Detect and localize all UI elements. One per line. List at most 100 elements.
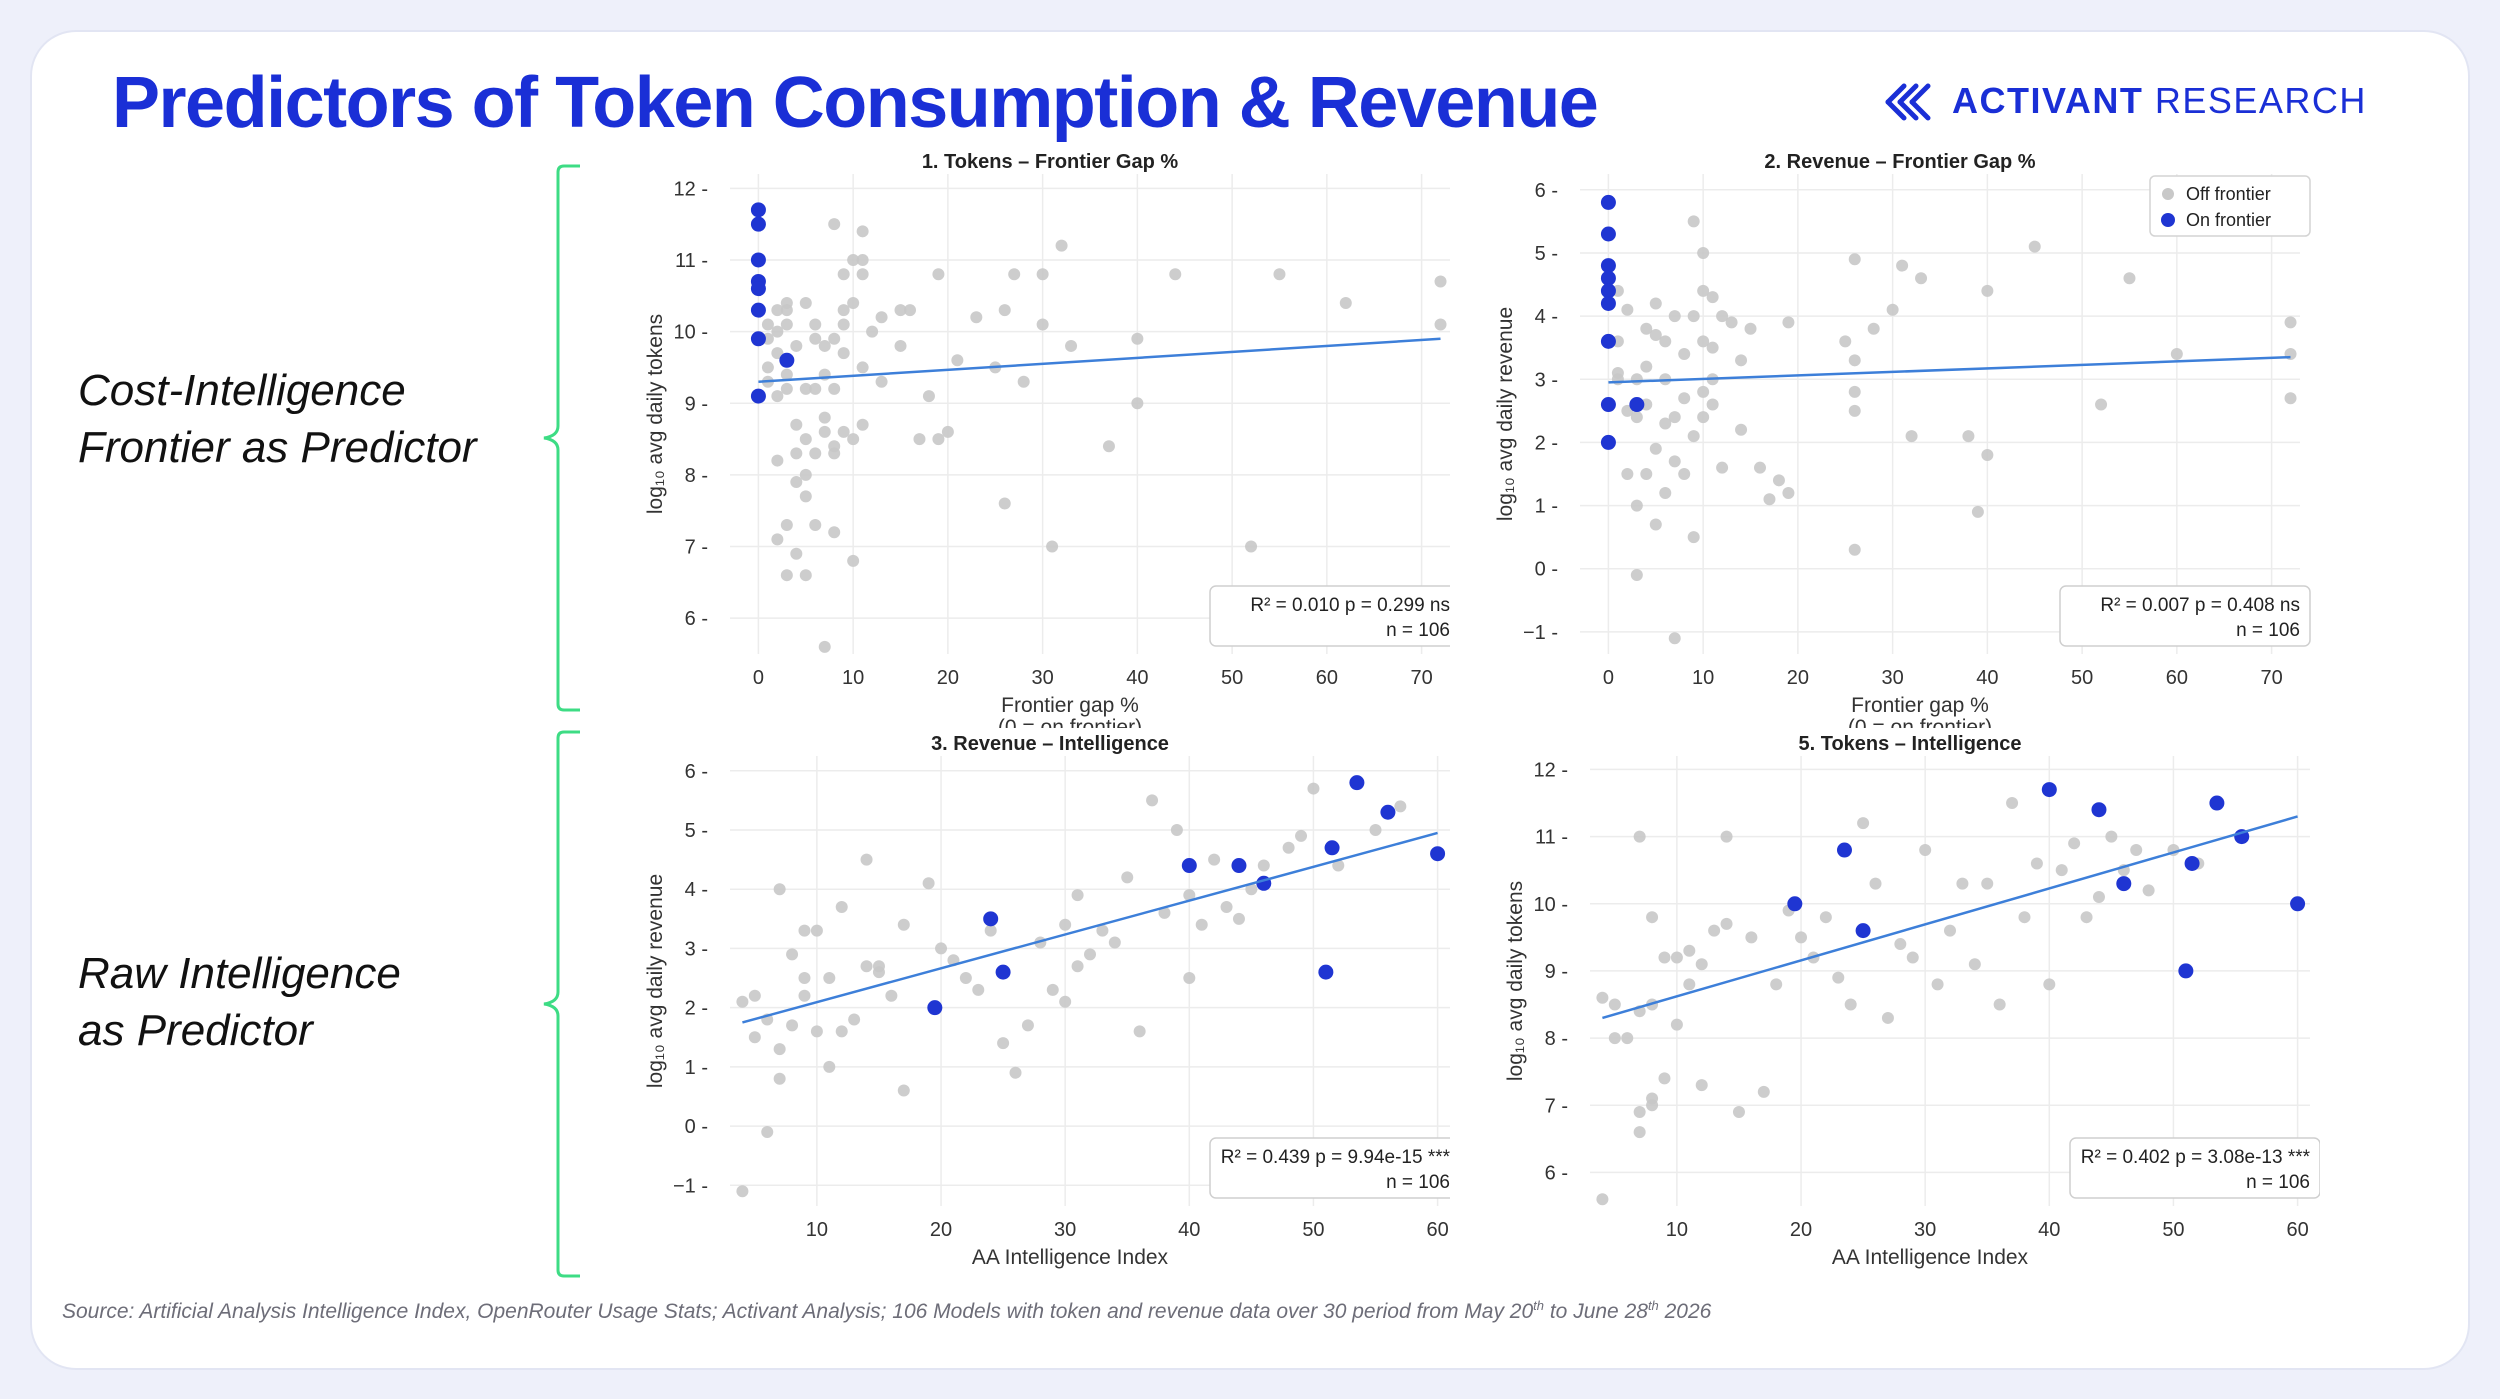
point-off-frontier	[1706, 341, 1719, 354]
point-off-frontier	[875, 375, 888, 388]
point-off-frontier	[835, 900, 848, 913]
point-off-frontier	[790, 447, 803, 460]
point-off-frontier	[1993, 998, 2006, 1011]
point-off-frontier	[1649, 297, 1662, 310]
point-off-frontier	[798, 924, 811, 937]
section-label-line1: Raw Intelligence	[78, 949, 401, 998]
point-off-frontier	[1668, 411, 1681, 424]
chart-title: 3. Revenue – Intelligence	[931, 733, 1169, 755]
point-off-frontier	[828, 382, 841, 395]
point-off-frontier	[1036, 268, 1049, 281]
point-off-frontier	[1046, 540, 1059, 553]
point-off-frontier	[773, 1043, 786, 1056]
point-off-frontier	[1295, 829, 1308, 842]
point-on-frontier	[2178, 963, 2194, 979]
point-off-frontier	[1697, 284, 1710, 297]
point-off-frontier	[970, 311, 983, 324]
point-off-frontier	[894, 339, 907, 352]
legend-label-off: Off frontier	[2186, 184, 2271, 204]
point-off-frontier	[1919, 844, 1932, 857]
y-axis-label: log₁₀ avg daily tokens	[1504, 881, 1527, 1081]
point-off-frontier	[1695, 958, 1708, 971]
point-off-frontier	[1055, 239, 1068, 252]
point-off-frontier	[790, 547, 803, 560]
point-off-frontier	[1017, 375, 1030, 388]
point-on-frontier	[750, 302, 766, 318]
y-tick-label: 1 -	[685, 1057, 708, 1079]
point-off-frontier	[1621, 303, 1634, 316]
point-off-frontier	[1036, 318, 1049, 331]
point-off-frontier	[997, 1037, 1010, 1050]
point-on-frontier	[1855, 923, 1871, 939]
point-on-frontier	[927, 1000, 943, 1016]
point-off-frontier	[1971, 505, 1984, 518]
point-off-frontier	[1687, 310, 1700, 323]
y-tick-label: 0 -	[685, 1116, 708, 1138]
point-off-frontier	[856, 418, 869, 431]
page-title: Predictors of Token Consumption & Revenu…	[112, 63, 1599, 143]
point-off-frontier	[1832, 971, 1845, 984]
point-on-frontier	[1231, 858, 1247, 874]
point-on-frontier	[1380, 804, 1396, 820]
point-on-frontier	[750, 216, 766, 232]
point-off-frontier	[1596, 991, 1609, 1004]
y-axis-label: log₁₀ avg daily revenue	[644, 874, 667, 1088]
point-off-frontier	[736, 995, 749, 1008]
point-off-frontier	[1725, 316, 1738, 329]
point-off-frontier	[1745, 931, 1758, 944]
point-off-frontier	[818, 425, 831, 438]
x-tick-label: 30	[1032, 667, 1054, 689]
point-off-frontier	[894, 304, 907, 317]
point-off-frontier	[771, 454, 784, 467]
point-off-frontier	[1906, 951, 1919, 964]
x-tick-label: 30	[1054, 1219, 1076, 1241]
point-off-frontier	[761, 361, 774, 374]
y-tick-label: 8 -	[1545, 1028, 1568, 1050]
y-tick-label: −1 -	[673, 1175, 708, 1197]
point-off-frontier	[941, 425, 954, 438]
stats-line1: R² = 0.402 p = 3.08e-13 ***	[2081, 1147, 2311, 1168]
point-off-frontier	[1084, 948, 1096, 961]
logo-text: ACTIVANT RESEARCH	[1952, 80, 2367, 122]
point-off-frontier	[1795, 931, 1808, 944]
point-on-frontier	[1600, 194, 1616, 210]
point-off-frontier	[1596, 1193, 1609, 1206]
point-on-frontier	[1600, 333, 1616, 349]
point-off-frontier	[1848, 354, 1861, 367]
x-tick-label: 20	[1787, 667, 1809, 689]
point-off-frontier	[1071, 889, 1084, 902]
point-off-frontier	[809, 519, 822, 532]
point-off-frontier	[1697, 385, 1710, 398]
point-on-frontier	[995, 964, 1011, 980]
point-on-frontier	[1324, 840, 1340, 856]
point-off-frontier	[1732, 1105, 1745, 1118]
x-tick-label: 50	[1302, 1219, 1324, 1241]
x-tick-label: 20	[937, 667, 959, 689]
point-off-frontier	[1770, 978, 1783, 991]
trendline	[758, 337, 1441, 384]
point-off-frontier	[1668, 632, 1681, 645]
y-axis-label: log₁₀ avg daily tokens	[644, 314, 667, 514]
stats-box	[2059, 585, 2311, 647]
stats-line1: R² = 0.010 p = 0.299 ns	[1250, 595, 1450, 616]
point-off-frontier	[1848, 543, 1861, 556]
point-off-frontier	[828, 526, 841, 539]
x-tick-label: 50	[1221, 667, 1243, 689]
y-tick-label: 8 -	[685, 465, 708, 487]
point-off-frontier	[1121, 871, 1134, 884]
point-off-frontier	[1195, 918, 1208, 931]
point-off-frontier	[984, 924, 997, 937]
point-off-frontier	[818, 640, 831, 653]
point-off-frontier	[1282, 841, 1295, 854]
point-off-frontier	[1839, 335, 1852, 348]
point-off-frontier	[860, 853, 873, 866]
point-off-frontier	[904, 304, 916, 317]
point-off-frontier	[1782, 486, 1795, 499]
point-off-frontier	[1046, 983, 1059, 996]
point-off-frontier	[1131, 397, 1144, 410]
y-tick-label: 1 -	[1535, 496, 1558, 518]
point-off-frontier	[828, 440, 841, 453]
point-off-frontier	[1640, 322, 1653, 335]
point-off-frontier	[837, 347, 850, 360]
point-off-frontier	[1757, 1085, 1770, 1098]
